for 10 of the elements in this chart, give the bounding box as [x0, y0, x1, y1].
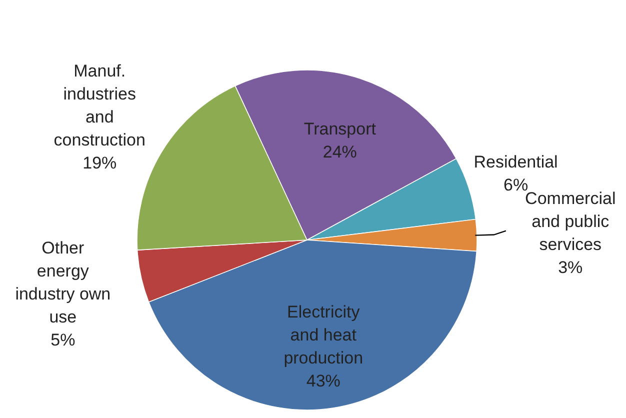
data-label: 3% — [558, 258, 583, 278]
data-label: 43% — [306, 371, 340, 390]
slice-label: Residential — [474, 152, 558, 172]
slice-label: Electricity and heat production — [284, 302, 364, 368]
slice-label: Other energy industry own use — [15, 238, 111, 327]
data-label: 19% — [82, 153, 117, 172]
slice-label: Manuf. industries and construction — [54, 61, 146, 150]
data-label: 24% — [322, 142, 357, 162]
slice-label: Transport — [304, 119, 376, 138]
data-label: 5% — [50, 330, 76, 350]
